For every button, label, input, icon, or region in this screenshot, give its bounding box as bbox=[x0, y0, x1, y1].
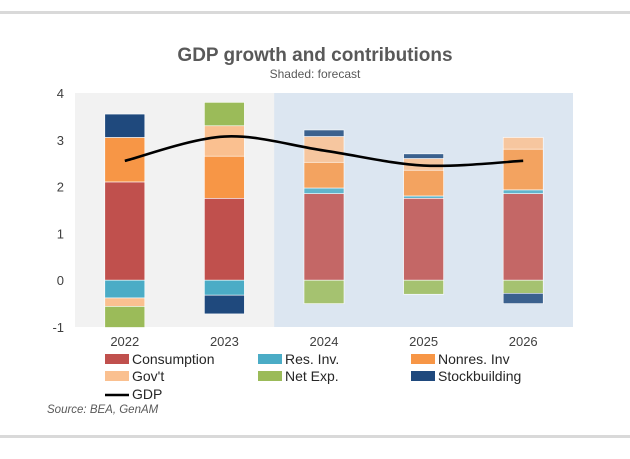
bar-segment bbox=[502, 137, 544, 150]
gdp-line bbox=[124, 135, 524, 168]
legend-swatch bbox=[105, 371, 129, 381]
y-tick-label: 3 bbox=[57, 133, 64, 148]
bar-segment bbox=[104, 181, 146, 281]
bar-segment bbox=[104, 306, 146, 328]
bar-segment bbox=[502, 293, 544, 304]
bar-segment bbox=[502, 279, 544, 294]
x-tick-label: 2023 bbox=[210, 334, 239, 349]
bar-segment bbox=[104, 113, 146, 138]
y-tick-label: 4 bbox=[57, 86, 64, 101]
top-rule bbox=[0, 11, 630, 14]
legend-label: Stockbuilding bbox=[438, 368, 521, 384]
legend-label: Res. Inv. bbox=[285, 351, 339, 367]
chart-title: GDP growth and contributions bbox=[177, 45, 452, 66]
bar-segment bbox=[204, 155, 245, 199]
bar-segment bbox=[303, 193, 345, 281]
legend-swatch bbox=[258, 354, 282, 364]
legend-label: Net Exp. bbox=[285, 368, 339, 384]
bottom-rule bbox=[0, 435, 630, 438]
bar-segment bbox=[204, 198, 245, 281]
x-tick-label: 2024 bbox=[310, 334, 339, 349]
y-tick-label: 0 bbox=[57, 273, 64, 288]
bar-segment bbox=[303, 161, 345, 189]
legend-swatch bbox=[411, 354, 435, 364]
bar-segment bbox=[104, 297, 146, 307]
legend-label: Gov't bbox=[132, 368, 164, 384]
bar-segment bbox=[303, 129, 345, 137]
bar-segment bbox=[403, 153, 444, 159]
y-tick-label: 2 bbox=[57, 180, 64, 195]
y-tick-label: 1 bbox=[57, 226, 64, 241]
bar-segment bbox=[104, 279, 146, 299]
legend-swatch bbox=[105, 354, 129, 364]
bar-segment bbox=[502, 148, 544, 191]
legend-label: Nonres. Inv bbox=[438, 351, 510, 367]
bar-segment bbox=[502, 193, 544, 281]
bar-segment bbox=[204, 102, 245, 127]
bar-segment bbox=[403, 198, 444, 281]
bar-segment bbox=[204, 125, 245, 157]
legend-swatch bbox=[411, 371, 435, 381]
bar-segment bbox=[204, 294, 245, 315]
bar-segment bbox=[303, 279, 345, 304]
bar-segment bbox=[403, 195, 444, 199]
bar-segment bbox=[502, 189, 544, 194]
bar-segment bbox=[303, 187, 345, 194]
legend-label: GDP bbox=[132, 386, 162, 402]
x-tick-label: 2022 bbox=[110, 334, 139, 349]
x-tick-label: 2025 bbox=[409, 334, 438, 349]
legend-swatch bbox=[258, 371, 282, 381]
chart-subtitle: Shaded: forecast bbox=[270, 67, 361, 81]
legend-label: Consumption bbox=[132, 351, 215, 367]
x-tick-label: 2026 bbox=[509, 334, 538, 349]
bar-segment bbox=[204, 279, 245, 296]
y-tick-label: -1 bbox=[52, 320, 64, 335]
bar-segment bbox=[403, 279, 444, 295]
bar-segment bbox=[403, 169, 444, 197]
source-note: Source: BEA, GenAM bbox=[47, 404, 159, 416]
